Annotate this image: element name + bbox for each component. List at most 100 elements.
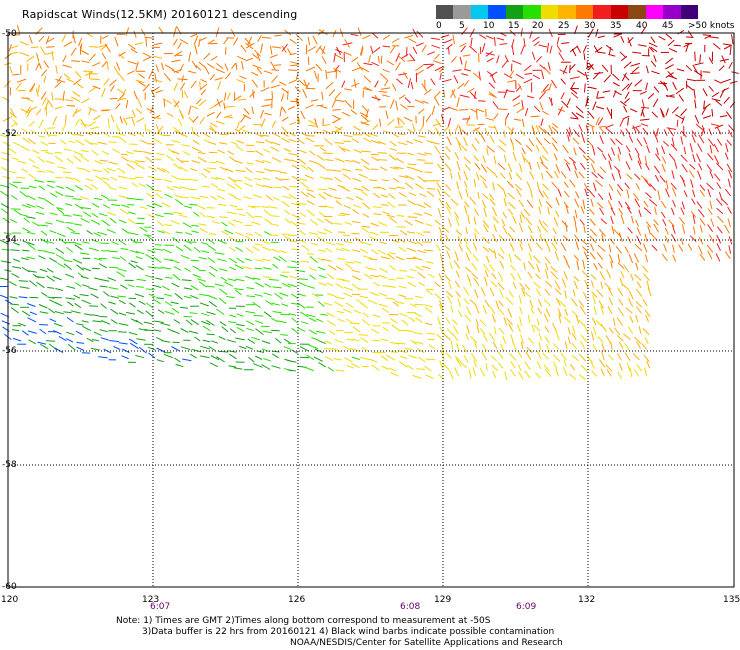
wind-barb	[65, 222, 74, 224]
wind-barb	[488, 263, 496, 272]
wind-barb	[381, 179, 389, 182]
wind-barb	[9, 112, 18, 119]
wind-barb	[643, 273, 650, 282]
wind-barb	[28, 185, 37, 189]
wind-barb	[640, 175, 649, 183]
wind-barb	[344, 240, 353, 244]
wind-barb	[449, 107, 458, 111]
wind-barb	[389, 45, 396, 54]
wind-barb	[129, 342, 139, 350]
wind-barb	[27, 243, 36, 251]
wind-barb	[161, 202, 171, 208]
wind-barb	[363, 165, 370, 171]
wind-barb	[360, 356, 370, 361]
wind-barb	[39, 324, 48, 326]
wind-barb	[189, 312, 198, 314]
wind-barb	[424, 365, 432, 372]
wind-barb	[641, 99, 645, 107]
wind-barb	[653, 219, 659, 226]
wind-barb	[172, 341, 180, 344]
wind-barb	[26, 216, 36, 219]
wind-barb	[54, 347, 64, 354]
colorbar-swatch	[680, 5, 699, 19]
wind-barb	[154, 158, 162, 161]
wind-barb	[446, 136, 452, 146]
wind-barb	[341, 147, 351, 152]
wind-barb	[306, 200, 315, 206]
wind-barb	[235, 337, 245, 341]
wind-barb	[536, 55, 543, 63]
wind-barb	[324, 356, 334, 362]
wind-barb	[137, 98, 143, 108]
wind-barb	[667, 39, 675, 47]
wind-barb	[408, 192, 417, 197]
wind-barb	[656, 128, 659, 137]
wind-barb	[37, 156, 46, 163]
wind-barb	[181, 279, 192, 282]
wind-barb	[591, 331, 595, 341]
wind-barb	[463, 136, 468, 147]
wind-barb	[138, 300, 146, 306]
wind-barb	[29, 83, 36, 92]
wind-barb	[626, 189, 630, 199]
wind-barb	[18, 296, 28, 299]
wind-barb	[689, 235, 697, 243]
wind-barb	[97, 231, 108, 236]
wind-barb	[638, 209, 642, 218]
wind-barb	[127, 284, 135, 288]
wind-barb	[308, 232, 319, 235]
wind-barb	[134, 293, 145, 298]
wind-barb	[290, 64, 299, 67]
wind-barb	[371, 328, 380, 334]
wind-barb	[459, 361, 467, 369]
wind-barb	[561, 100, 569, 108]
wind-barb	[56, 232, 66, 237]
wind-barb	[702, 88, 708, 97]
wind-barb	[424, 249, 433, 252]
wind-barb	[288, 122, 297, 126]
wind-barb	[469, 108, 478, 113]
wind-barb	[361, 346, 369, 352]
wind-barb	[605, 44, 614, 51]
wind-barb	[40, 238, 49, 244]
wind-barb	[612, 90, 617, 98]
wind-barb	[455, 216, 460, 226]
wind-barb	[226, 339, 237, 343]
wind-barb	[588, 189, 596, 198]
wind-barb	[530, 115, 540, 118]
wind-barb	[373, 281, 381, 287]
wind-barb	[597, 51, 606, 54]
wind-barb	[461, 73, 469, 76]
wind-barb	[244, 37, 252, 45]
wind-barb	[73, 150, 83, 156]
wind-barb	[407, 231, 416, 234]
wind-barb	[128, 232, 139, 236]
wind-barb	[518, 163, 523, 173]
wind-barb	[306, 192, 316, 199]
wind-barb	[198, 223, 207, 226]
wind-barb	[361, 225, 370, 228]
wind-barb	[617, 353, 622, 360]
wind-barb	[156, 152, 165, 156]
wind-barb	[450, 304, 454, 313]
wind-barb	[73, 78, 82, 86]
wind-barb	[399, 312, 408, 317]
wind-barb	[685, 36, 694, 38]
wind-barb	[644, 155, 648, 165]
wind-barb	[370, 139, 381, 144]
wind-barb	[437, 208, 442, 218]
wind-barb	[556, 44, 562, 53]
wind-barb	[412, 46, 418, 55]
wind-barb	[658, 35, 666, 41]
wind-barb	[702, 34, 711, 36]
wind-barb	[572, 137, 580, 145]
wind-barb	[503, 316, 508, 326]
wind-barb	[46, 99, 54, 108]
wind-barb	[450, 171, 453, 180]
wind-barb	[646, 145, 650, 153]
wind-barb	[624, 352, 631, 362]
wind-barb	[72, 177, 81, 183]
wind-barb	[573, 280, 578, 290]
wind-barb	[435, 118, 442, 128]
wind-barb	[88, 108, 92, 116]
